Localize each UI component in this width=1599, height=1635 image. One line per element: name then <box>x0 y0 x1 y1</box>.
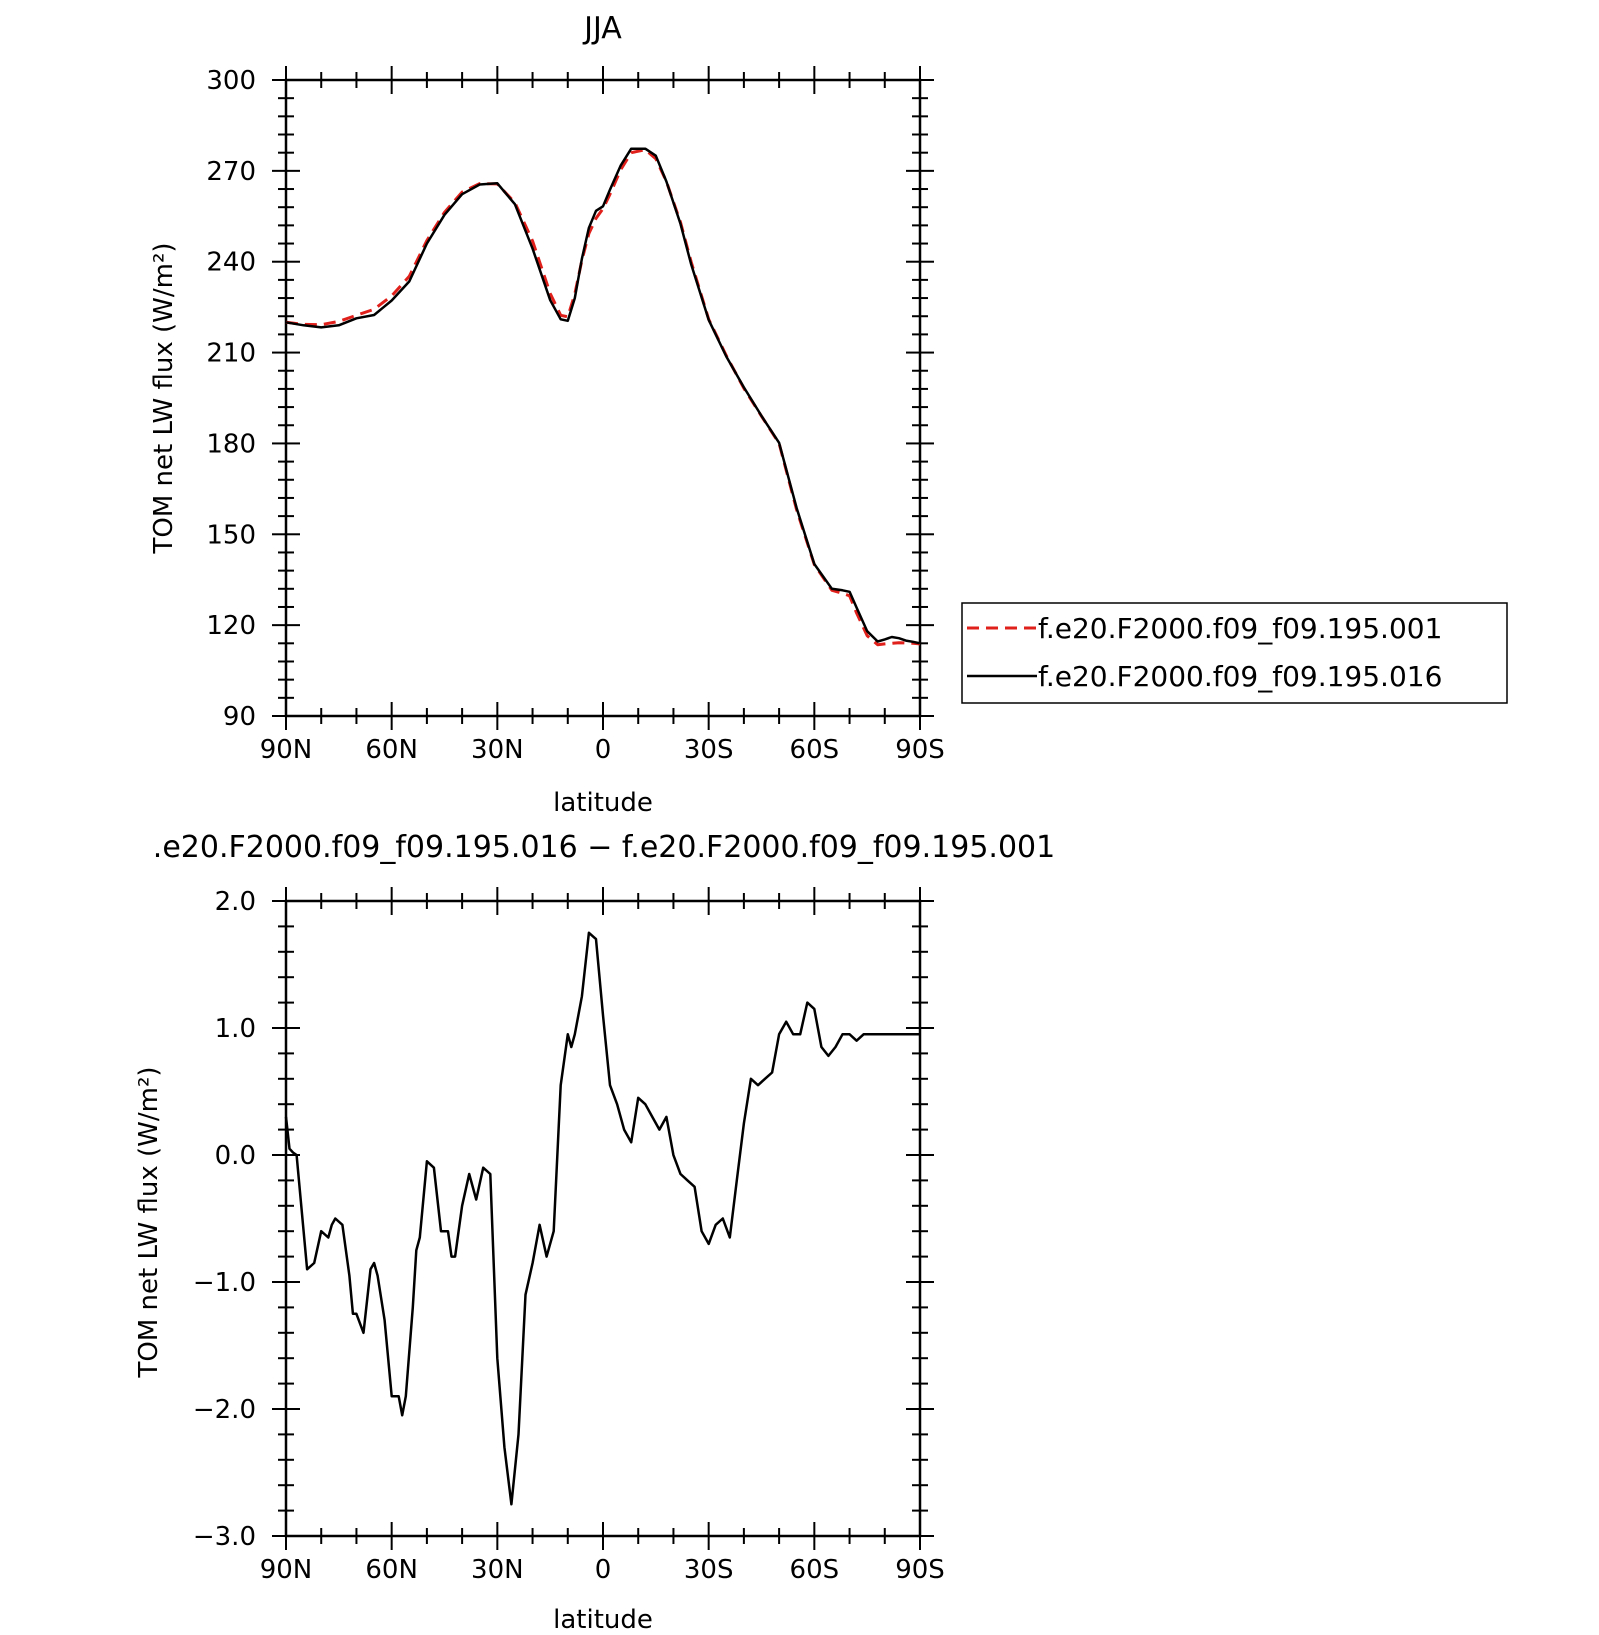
x-tick-label: 30S <box>684 1555 734 1585</box>
x-tick-label: 0 <box>595 1555 612 1585</box>
y-tick-label: 1.0 <box>215 1014 256 1044</box>
series-line-1 <box>285 147 921 645</box>
legend-entry-001: f.e20.F2000.f09_f09.195.001 <box>1038 612 1442 645</box>
x-axis-label: latitude <box>553 1605 653 1635</box>
x-tick-label: 90S <box>895 735 945 765</box>
chart-series <box>285 147 921 647</box>
y-tick-label: 90 <box>223 702 256 732</box>
chart-series <box>284 931 920 1506</box>
y-axis-label: TOM net LW flux (W/m²) <box>149 242 179 554</box>
x-tick-label: 60N <box>365 1555 418 1585</box>
x-tick-label: 30N <box>471 1555 524 1585</box>
y-tick-label: 300 <box>206 66 256 96</box>
x-tick-label: 30N <box>471 735 524 765</box>
x-tick-label: 90N <box>260 1555 313 1585</box>
y-tick-label: 120 <box>206 611 256 641</box>
x-tick-label: 90N <box>260 735 313 765</box>
y-tick-label: 0.0 <box>215 1141 256 1171</box>
plot-frame <box>284 78 922 718</box>
y-tick-label: 150 <box>206 520 256 550</box>
chart-axes: 90N 60N 30N 0 30S 60S 90S −3.0 −2.0 −1.0 0.0 1.0 2.0 <box>193 887 945 1585</box>
chart-axes: 90N 60N 30N 0 30S 60S 90S 90 120 150 180 210 240 270 3… <box>206 66 945 765</box>
chart-title: JJA <box>582 11 622 46</box>
chart-jja: JJA 90N 60N 30N 0 30S 60S 90S 90 120 150 180 210 240… <box>149 11 945 818</box>
y-tick-label: 2.0 <box>215 887 256 917</box>
chart-title: .e20.F2000.f09_f09.195.016 − f.e20.F2000… <box>153 830 1055 865</box>
y-tick-label: −3.0 <box>193 1522 256 1552</box>
x-tick-label: 60S <box>790 1555 840 1585</box>
x-tick-label: 30S <box>684 735 734 765</box>
legend: f.e20.F2000.f09_f09.195.001 f.e20.F2000.… <box>961 602 1508 704</box>
y-axis-label: TOM net LW flux (W/m²) <box>134 1066 164 1378</box>
x-tick-label: 90S <box>895 1555 945 1585</box>
series-line-0 <box>284 931 920 1506</box>
plot-frame <box>284 899 922 1538</box>
y-tick-label: 180 <box>206 429 256 459</box>
y-tick-label: −2.0 <box>193 1395 256 1425</box>
x-axis-label: latitude <box>553 788 653 818</box>
x-tick-label: 0 <box>595 735 612 765</box>
legend-entry-016: f.e20.F2000.f09_f09.195.016 <box>1038 660 1442 693</box>
legend-box <box>961 602 1508 704</box>
y-tick-label: 210 <box>206 339 256 369</box>
y-tick-label: 240 <box>206 248 256 278</box>
x-tick-label: 60S <box>790 735 840 765</box>
y-tick-label: −1.0 <box>193 1268 256 1298</box>
y-tick-label: 270 <box>206 157 256 187</box>
x-tick-label: 60N <box>365 735 418 765</box>
chart-difference: .e20.F2000.f09_f09.195.016 − f.e20.F2000… <box>134 830 1055 1635</box>
series-line-0 <box>285 148 921 647</box>
